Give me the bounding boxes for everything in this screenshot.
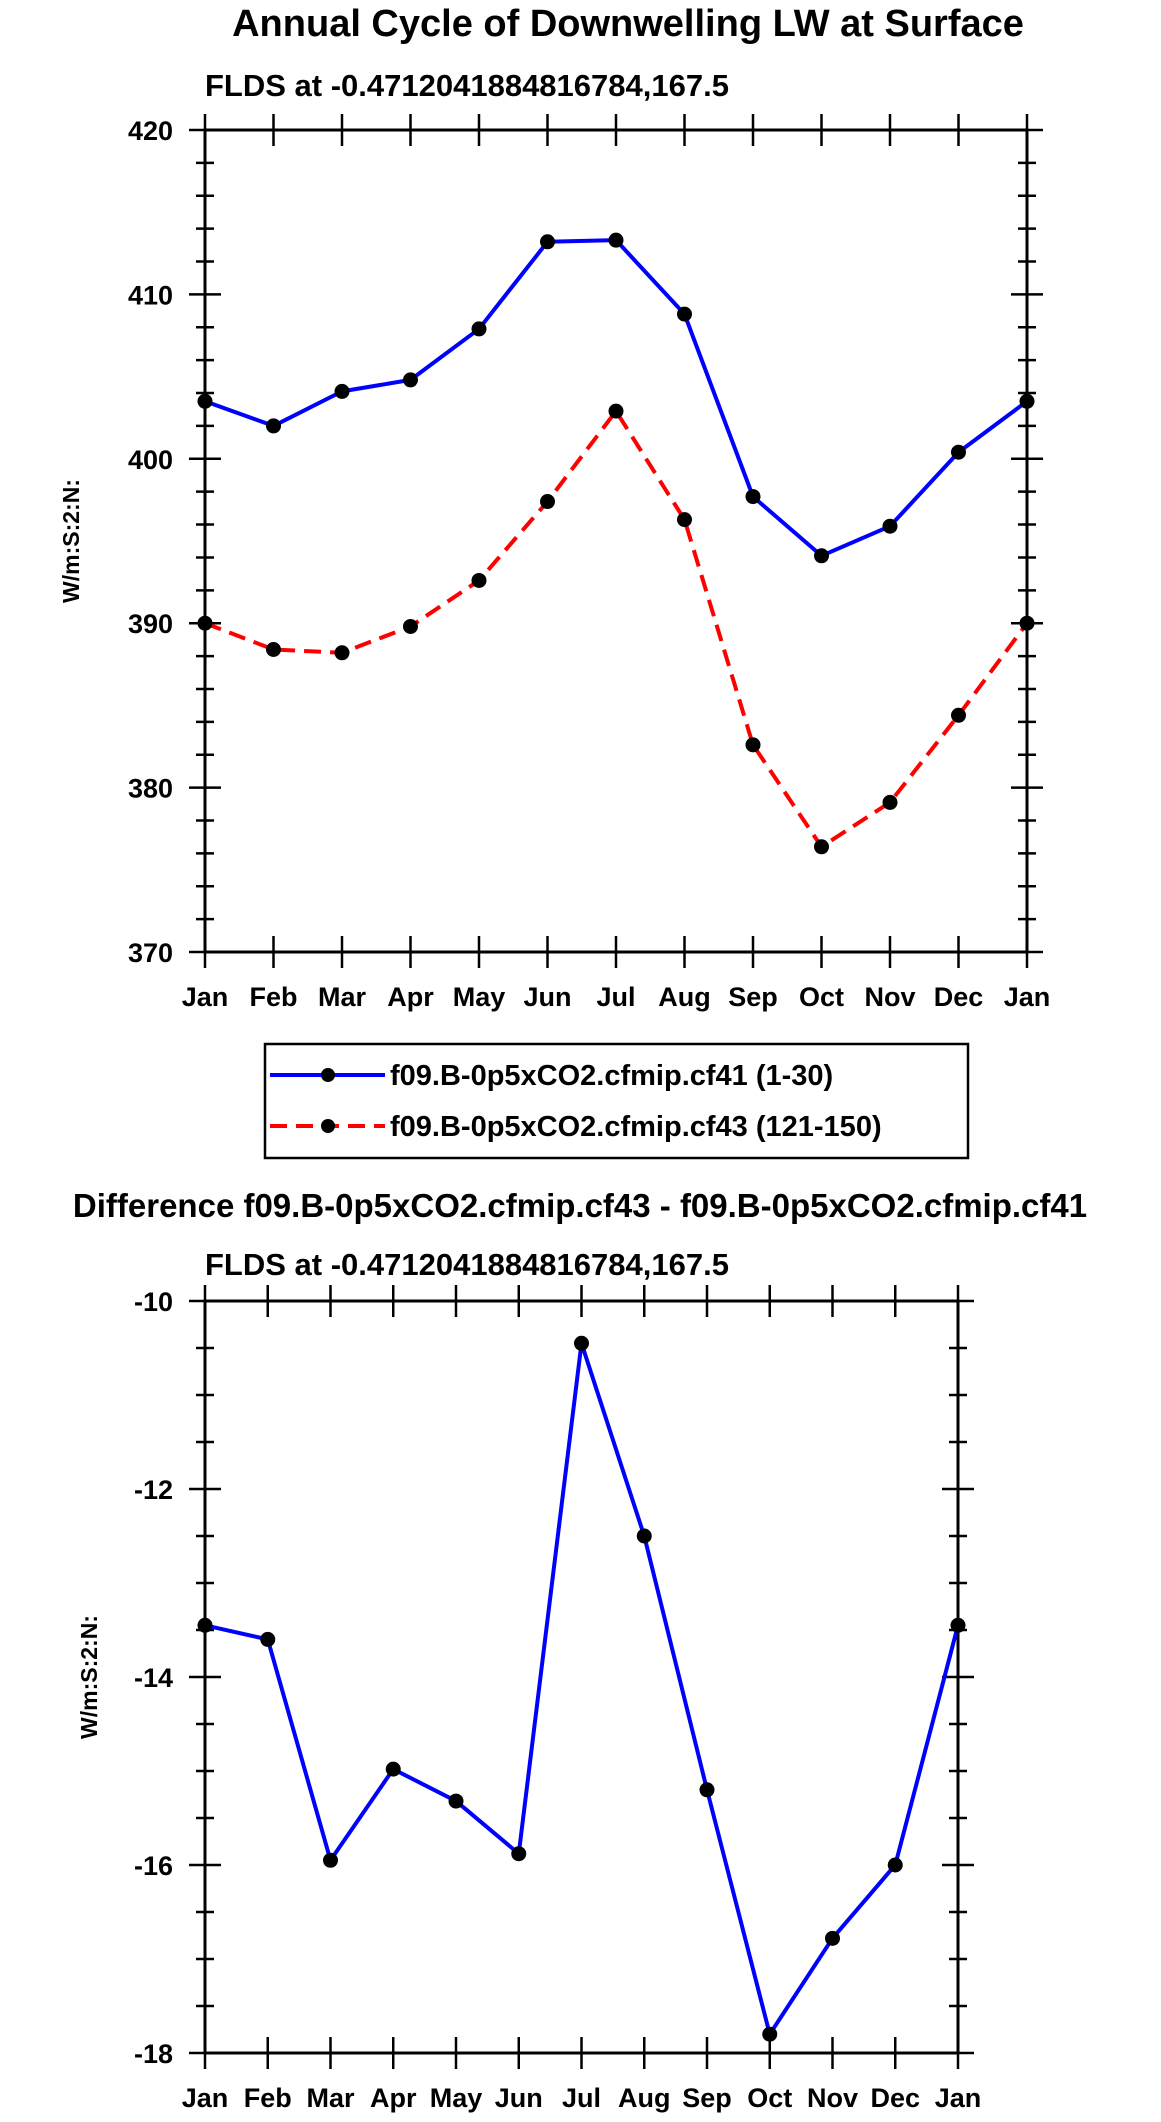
chart1-xtick-label: Jan bbox=[1004, 982, 1051, 1012]
chart2-series-1-point bbox=[448, 1793, 464, 1809]
chart2-xtick-label: Jul bbox=[562, 2083, 601, 2113]
chart1-xtick-label: Oct bbox=[799, 982, 844, 1012]
chart2-subtitle: FLDS at -0.4712041884816784,167.5 bbox=[205, 1247, 729, 1282]
chart1-series-2-point bbox=[882, 794, 898, 810]
chart2-xtick-label: Apr bbox=[370, 2083, 417, 2113]
chart2-xtick-label: Aug bbox=[618, 2083, 670, 2113]
chart1-series-2-point bbox=[745, 737, 761, 753]
chart2-xtick-label: Mar bbox=[306, 2083, 355, 2113]
chart1-xtick-label: Feb bbox=[249, 982, 297, 1012]
chart2-xtick-label: Feb bbox=[244, 2083, 292, 2113]
chart2-title: Difference f09.B-0p5xCO2.cfmip.cf43 - f0… bbox=[73, 1187, 1087, 1224]
chart2-xtick-label: Sep bbox=[682, 2083, 732, 2113]
chart1-series-2-point bbox=[403, 618, 418, 634]
chart1-xtick-label: Dec bbox=[934, 982, 984, 1012]
chart1-xtick-label: Jun bbox=[523, 982, 571, 1012]
chart2-ylabel: W/m:S:2:N: bbox=[76, 1615, 102, 1739]
chart2-ytick-label: -14 bbox=[134, 1663, 173, 1693]
chart1-series-1-point bbox=[951, 444, 966, 460]
chart2-ytick-label: -12 bbox=[134, 1475, 173, 1505]
chart2-xtick-label: Jan bbox=[182, 2083, 229, 2113]
chart2-ytick-label: -16 bbox=[134, 1851, 173, 1881]
chart1-series-1-point bbox=[471, 321, 487, 337]
chart2-series-1-point bbox=[636, 1528, 652, 1544]
chart1-series-1-point bbox=[882, 518, 898, 534]
chart1-ytick-label: 400 bbox=[128, 445, 173, 475]
chart1-series-1-point bbox=[266, 418, 281, 434]
chart1-series-1-point bbox=[197, 393, 213, 409]
chart1-legend: f09.B-0p5xCO2.cfmip.cf41 (1-30) f09.B-0p… bbox=[263, 1042, 970, 1160]
chart1-xtick-label: Mar bbox=[318, 982, 367, 1012]
chart2-series-1-point bbox=[323, 1852, 338, 1868]
chart2-series-1-point bbox=[699, 1782, 715, 1798]
chart1-xtick-label: Jul bbox=[596, 982, 635, 1012]
chart1-ylabel: W/m:S:2:N: bbox=[58, 479, 84, 603]
chart1-series-2-point bbox=[266, 642, 281, 658]
chart2-xtick-label: Dec bbox=[870, 2083, 920, 2113]
chart1-series-1-point bbox=[1019, 393, 1035, 409]
chart2-series-1-point bbox=[887, 1857, 903, 1873]
chart1-series-1-line bbox=[204, 238, 1029, 558]
chart1-series-2-point bbox=[471, 572, 487, 588]
chart2-series-1-point bbox=[511, 1846, 527, 1862]
chart2-series-1-point bbox=[762, 2026, 778, 2042]
chart2-series-1-line bbox=[204, 1341, 960, 2037]
chart1-series-1-point bbox=[403, 372, 418, 388]
chart1-series-2-point bbox=[334, 645, 350, 661]
chart2-xtick-label: Jan bbox=[935, 2083, 982, 2113]
chart1-plot: 370 380 390 400 410 420 Jan Feb Mar Apr May Jun Jul A… bbox=[58, 114, 1050, 1012]
chart2-series-1-point bbox=[260, 1631, 276, 1647]
legend-label-series1: f09.B-0p5xCO2.cfmip.cf41 (1-30) bbox=[390, 1060, 833, 1092]
chart1-series-2-point bbox=[951, 707, 966, 723]
legend-label-series2: f09.B-0p5xCO2.cfmip.cf43 (121-150) bbox=[390, 1111, 882, 1143]
chart1-series-1-point bbox=[677, 306, 692, 322]
chart1-xtick-label: Nov bbox=[864, 982, 915, 1012]
chart2-plot: -18 -16 -14 -12 -10 Jan Feb Mar Apr May Jun Jul Aug S… bbox=[76, 1285, 981, 2113]
chart2-series-1-point bbox=[385, 1761, 401, 1777]
chart1-series-2-point bbox=[608, 403, 624, 419]
legend-marker-series2 bbox=[321, 1119, 335, 1133]
chart1-ytick-label: 390 bbox=[128, 609, 173, 639]
chart1-series-2-point bbox=[540, 494, 555, 510]
chart1-xtick-label: May bbox=[453, 982, 506, 1012]
chart2-ytick-label: -10 bbox=[134, 1287, 173, 1317]
chart1-subtitle: FLDS at -0.4712041884816784,167.5 bbox=[205, 68, 729, 103]
chart2-ytick-label: -18 bbox=[134, 2039, 173, 2069]
chart1-series-1-point bbox=[608, 232, 624, 248]
chart1-series-1-point bbox=[540, 234, 555, 250]
chart1-series-2-point bbox=[677, 512, 692, 528]
chart2-xtick-label: May bbox=[430, 2083, 483, 2113]
chart2-xtick-label: Jun bbox=[495, 2083, 543, 2113]
chart2-series-1-point bbox=[825, 1930, 840, 1946]
chart2-series-1-point bbox=[197, 1617, 213, 1633]
legend-marker-series1 bbox=[321, 1068, 335, 1082]
chart2-series-1-point bbox=[574, 1335, 589, 1351]
chart1-xtick-label: Apr bbox=[387, 982, 434, 1012]
chart1-xtick-label: Sep bbox=[728, 982, 778, 1012]
chart1-ytick-label: 370 bbox=[128, 938, 173, 968]
chart1-series-2-point bbox=[197, 615, 213, 631]
chart1-series-2-point bbox=[814, 839, 829, 855]
legend-box bbox=[263, 1042, 970, 1160]
chart1-ytick-label: 380 bbox=[128, 774, 173, 804]
chart1-ytick-label: 410 bbox=[128, 280, 173, 310]
chart1-xtick-label: Jan bbox=[182, 982, 229, 1012]
chart2-xtick-label: Nov bbox=[807, 2083, 858, 2113]
chart1-series-1-point bbox=[745, 489, 761, 505]
chart2-xtick-label: Oct bbox=[747, 2083, 792, 2113]
chart1-ytick-label: 420 bbox=[128, 116, 173, 146]
chart1-frame bbox=[203, 128, 1029, 954]
chart1-title: Annual Cycle of Downwelling LW at Surfac… bbox=[232, 3, 1024, 45]
chart1-series-1-point bbox=[814, 548, 829, 564]
chart2-frame bbox=[203, 1299, 960, 2055]
chart1-series-2-line bbox=[204, 409, 1029, 849]
chart1-series-2-point bbox=[1019, 615, 1035, 631]
chart2-series-1-point bbox=[950, 1617, 966, 1633]
chart1-xtick-label: Aug bbox=[658, 982, 710, 1012]
chart1-series-1-point bbox=[334, 383, 350, 399]
